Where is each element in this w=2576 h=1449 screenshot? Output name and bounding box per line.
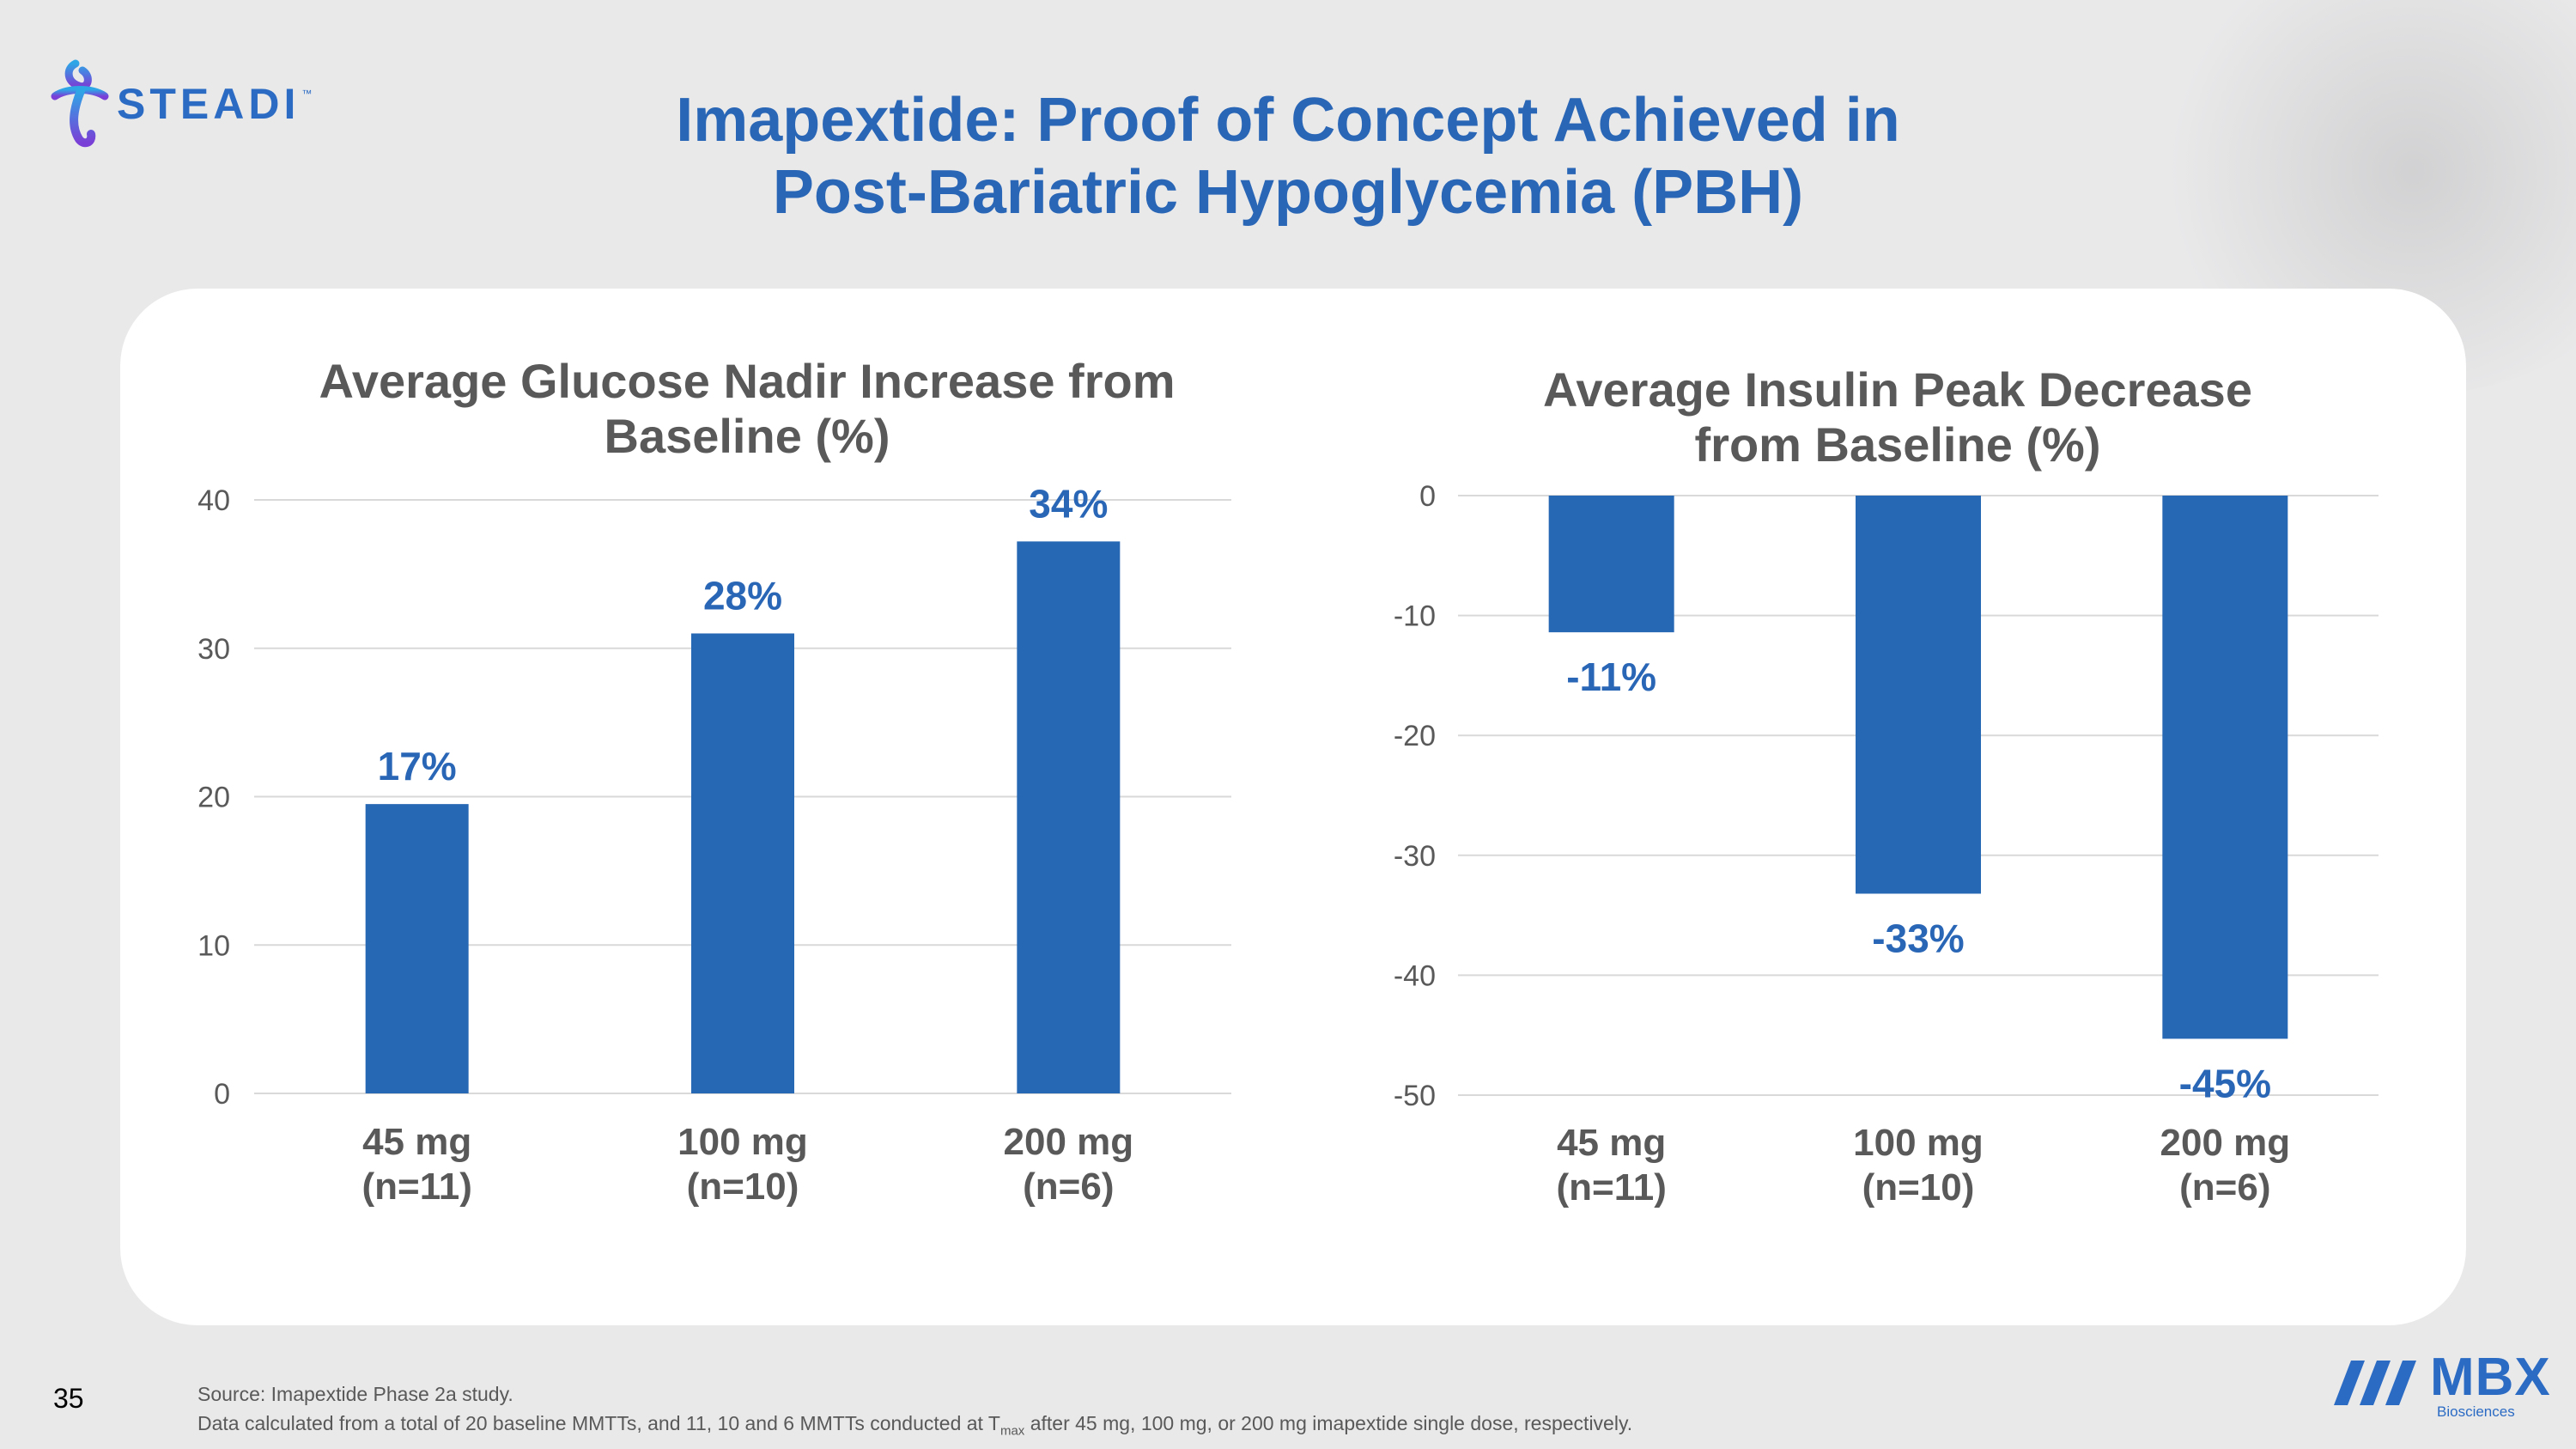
bar-2 [2162,496,2288,1039]
y-tick-label-1: 10 [197,929,230,962]
data-label-0: -11% [1566,654,1656,699]
category-label-0-line-0: 45 mg [1557,1122,1666,1164]
mbx-wordmark: MBX [2430,1348,2551,1407]
category-label-2-line-0: 200 mg [2160,1122,2291,1164]
data-label-2: -45% [2179,1061,2271,1105]
y-tick-label-4: -40 [1394,959,1436,992]
y-tick-label-5: -50 [1394,1080,1436,1112]
category-label-0-line-0: 45 mg [362,1121,471,1163]
category-label-1-line-1: (n=10) [1862,1166,1975,1209]
y-tick-label-3: -30 [1394,840,1436,873]
y-tick-label-0: 0 [1419,480,1436,513]
category-label-1-line-1: (n=10) [687,1166,799,1208]
steadi-wordmark: STEADI [117,80,301,128]
steadi-mark-icon [51,59,109,148]
data-label-1: 28% [703,573,782,618]
glucose-chart-title: Average Glucose Nadir Increase from Base… [232,354,1262,464]
bar-0 [365,804,469,1093]
y-tick-label-4: 40 [197,484,230,517]
steadi-logo: STEADI ™ [50,57,312,151]
mbx-logo: MBX Biosciences [2334,1348,2550,1421]
glucose-chart-title-line-2: Baseline (%) [604,409,890,463]
glucose-chart-title-line-1: Average Glucose Nadir Increase from [319,354,1176,408]
mbx-subtitle: Biosciences [2437,1403,2515,1420]
data-label-1: -33% [1872,916,1964,960]
category-label-1-line-0: 100 mg [1853,1122,1984,1164]
bar-1 [1856,496,1981,894]
data-label-2: 34% [1029,481,1108,526]
page-number: 35 [53,1383,84,1414]
y-tick-label-0: 0 [214,1078,230,1111]
data-label-0: 17% [378,744,457,788]
slide-title: Imapextide: Proof of Concept Achieved in… [0,84,2576,228]
insulin-chart-title: Average Insulin Peak Decrease from Basel… [1382,362,2413,472]
y-tick-label-3: 30 [197,633,230,666]
category-label-2-line-1: (n=6) [2179,1166,2270,1209]
y-tick-label-2: 20 [197,782,230,814]
footnote-source: Source: Imapextide Phase 2a study. [197,1383,513,1405]
insulin-chart-title-line-2: from Baseline (%) [1694,417,2101,472]
category-label-0-line-1: (n=11) [1556,1166,1666,1209]
y-tick-label-2: -20 [1394,720,1436,752]
trademark-symbol: ™ [301,88,313,100]
category-label-2-line-0: 200 mg [1004,1121,1134,1163]
category-label-2-line-1: (n=6) [1023,1166,1114,1208]
footnote-note-text-end: after 45 mg, 100 mg, or 200 mg imapextid… [1024,1412,1633,1434]
category-label-1-line-0: 100 mg [677,1121,808,1163]
bar-2 [1017,541,1121,1093]
y-tick-label-1: -10 [1394,600,1436,633]
insulin-chart-title-line-1: Average Insulin Peak Decrease [1543,362,2252,417]
footnote-note-text: Data calculated from a total of 20 basel… [197,1412,1000,1434]
slide-title-line-1: Imapextide: Proof of Concept Achieved in [676,86,1900,155]
footnote-note: Data calculated from a total of 20 basel… [197,1409,1632,1446]
charts-card [120,289,2466,1325]
footnote: Source: Imapextide Phase 2a study. Data … [197,1379,1632,1446]
footnote-subscript: max [999,1423,1025,1439]
mbx-mark-icon [2334,1361,2416,1405]
bar-1 [691,633,794,1093]
bar-0 [1548,496,1674,633]
slide-title-line-2: Post-Bariatric Hypoglycemia (PBH) [772,158,1804,227]
category-label-0-line-1: (n=11) [361,1166,471,1208]
